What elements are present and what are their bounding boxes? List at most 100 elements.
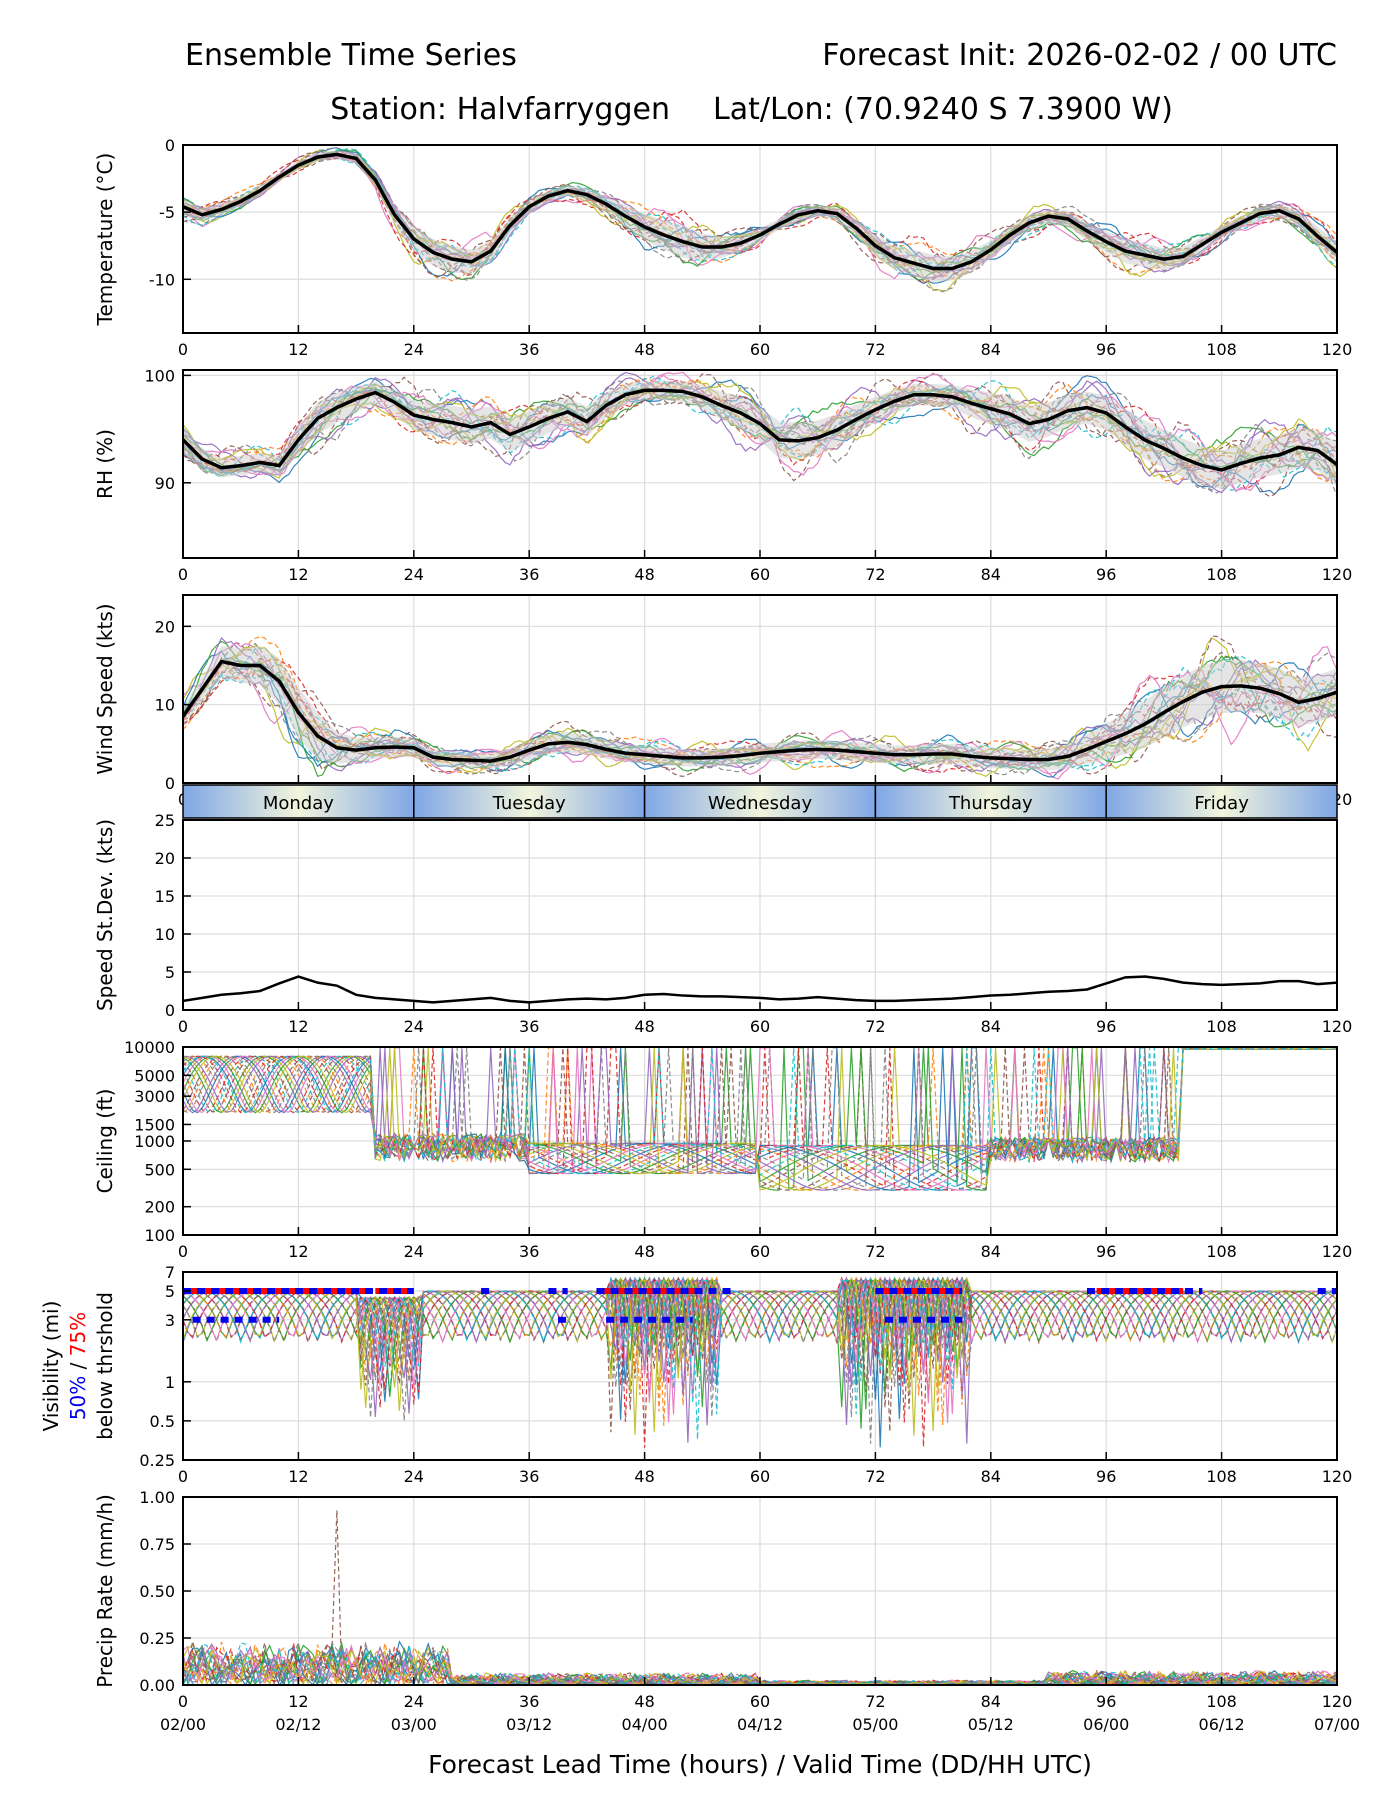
y-tick-label: 0.00	[139, 1676, 175, 1695]
y-axis-label-precip_rate: Precip Rate (mm/h)	[93, 1494, 117, 1688]
x-tick-label: 60	[750, 565, 770, 584]
p75-legend: 75%	[66, 1312, 90, 1356]
x-tick-label: 72	[865, 1242, 885, 1261]
plot-area-rh	[183, 371, 1337, 498]
mean-line-rh	[183, 388, 1337, 472]
panels: 0-5-100 12 24 36 48 60 72 84 96 108 120Temperature…	[39, 136, 1360, 1734]
forecast-init: Forecast Init: 2026-02-02 / 00 UTC	[822, 38, 1337, 73]
x-tick-label: 24	[404, 1242, 424, 1261]
member-line-rh	[183, 371, 1337, 494]
day-cell	[643, 784, 877, 819]
y-tick-label: 100	[144, 366, 175, 385]
x-tick-label: 120	[1322, 565, 1353, 584]
plot-area-temperature	[183, 147, 1337, 293]
x-tick-label: 108	[1206, 1692, 1237, 1711]
x-tick-label: 84	[981, 1242, 1001, 1261]
x-tick-label: 48	[634, 1242, 654, 1261]
member-line-visibility	[183, 1276, 1337, 1415]
x-tick-label: 0	[178, 1017, 188, 1036]
y-tick-label: 15	[155, 887, 175, 906]
x-tick-label: 36	[519, 1242, 539, 1261]
x-tick-label: 108	[1206, 1242, 1237, 1261]
y-tick-label: 0	[165, 1001, 175, 1020]
x-tick-label: 24	[404, 565, 424, 584]
day-label-wednesday: Wednesday	[708, 793, 813, 814]
y-tick-label: 0.25	[139, 1451, 175, 1470]
valid-time-label: 03/12	[506, 1715, 552, 1734]
x-tick-label: 0	[178, 340, 188, 359]
x-tick-label: 36	[519, 340, 539, 359]
valid-time-label: 02/00	[160, 1715, 206, 1734]
valid-time-label: 05/00	[852, 1715, 898, 1734]
valid-time-label: 04/12	[737, 1715, 783, 1734]
threshold-label: below thrshold	[93, 1292, 117, 1440]
x-tick-label: 24	[404, 340, 424, 359]
y-tick-label: 100	[144, 1226, 175, 1245]
station-name: Station: Halvfarryggen	[330, 92, 670, 127]
x-tick-label: 48	[634, 1692, 654, 1711]
day-cell	[182, 784, 415, 819]
x-tick-label: 12	[288, 565, 308, 584]
day-label-friday: Friday	[1194, 793, 1249, 814]
y-tick-label: 0.75	[139, 1535, 175, 1554]
panel-wind_speed: 2010001224364860728496108120Wind Speed (…	[93, 594, 1352, 809]
x-tick-label: 120	[1322, 1017, 1353, 1036]
y-tick-label: 3000	[134, 1087, 175, 1106]
y-tick-label: -5	[159, 203, 175, 222]
x-tick-label: 60	[750, 1017, 770, 1036]
y-tick-label: 1000	[134, 1132, 175, 1151]
valid-time-label: 06/12	[1199, 1715, 1245, 1734]
day-label-monday: Monday	[263, 793, 334, 814]
x-tick-label: 72	[865, 340, 885, 359]
panel-visibility: 75 3 1 0.5 0.250 12 24 36 48 60 72 84 96 108 120 Visibi…	[39, 1263, 1352, 1486]
x-tick-label: 36	[519, 1467, 539, 1486]
member-line-temperature	[183, 157, 1337, 274]
visibility-label: Visibility (mi)	[39, 1301, 63, 1432]
y-tick-label: 500	[144, 1160, 175, 1179]
x-tick-label: 72	[865, 565, 885, 584]
plot-area-wind_speed	[183, 635, 1337, 780]
x-tick-label: 0	[178, 1467, 188, 1486]
x-tick-label: 84	[981, 340, 1001, 359]
panel-speed_stdev: 25 20 15 10 5 00 12 24 36 48 60 72 84 96 108 120 Speed S…	[93, 811, 1352, 1036]
legend-separator: /	[66, 1356, 90, 1375]
x-tick-label: 120	[1322, 1467, 1353, 1486]
valid-time-label: 06/00	[1083, 1715, 1129, 1734]
spread-band-rh	[183, 380, 1337, 490]
y-tick-label: 10	[155, 696, 175, 715]
x-tick-label: 36	[519, 1017, 539, 1036]
x-tick-label: 120	[1322, 1692, 1353, 1711]
y-tick-label: 5	[165, 963, 175, 982]
y-tick-label: 1500	[134, 1115, 175, 1134]
x-tick-label: 48	[634, 1017, 654, 1036]
y-axis-label-temperature: Temperature (°C)	[93, 153, 117, 327]
spread-band-wind_speed	[183, 645, 1337, 771]
y-tick-label: 20	[155, 849, 175, 868]
x-tick-label: 48	[634, 565, 654, 584]
x-tick-label: 12	[288, 1467, 308, 1486]
y-tick-label: 0.5	[150, 1412, 175, 1431]
valid-time-label: 07/00	[1314, 1715, 1360, 1734]
y-axis-label-rh: RH (%)	[93, 429, 117, 499]
y-tick-label: 0.25	[139, 1629, 175, 1648]
x-tick-label: 120	[1322, 340, 1353, 359]
stdev-line	[183, 975, 1337, 1004]
x-tick-label: 96	[1096, 1242, 1116, 1261]
y-tick-label: 0	[165, 774, 175, 793]
valid-time-label: 03/00	[391, 1715, 437, 1734]
y-tick-label: 3	[165, 1311, 175, 1330]
y-axis-label-ceiling: Ceiling (ft)	[93, 1089, 117, 1194]
x-tick-label: 36	[519, 1692, 539, 1711]
x-tick-label: 84	[981, 1017, 1001, 1036]
member-line-ceiling	[183, 1047, 1337, 1191]
x-tick-label: 24	[404, 1692, 424, 1711]
valid-time-label: 04/00	[622, 1715, 668, 1734]
x-tick-label: 96	[1096, 1017, 1116, 1036]
valid-time-label: 05/12	[968, 1715, 1014, 1734]
x-tick-label: 0	[178, 1242, 188, 1261]
panel-precip_rate: 1.00 0.75 0.50 0.25 0.000 12 24 36 48 60 72 84 96 108…	[93, 1488, 1360, 1734]
y-axis-label-wind_speed: Wind Speed (kts)	[93, 603, 117, 774]
y-tick-label: 0.50	[139, 1582, 175, 1601]
y-tick-label: 10	[155, 925, 175, 944]
